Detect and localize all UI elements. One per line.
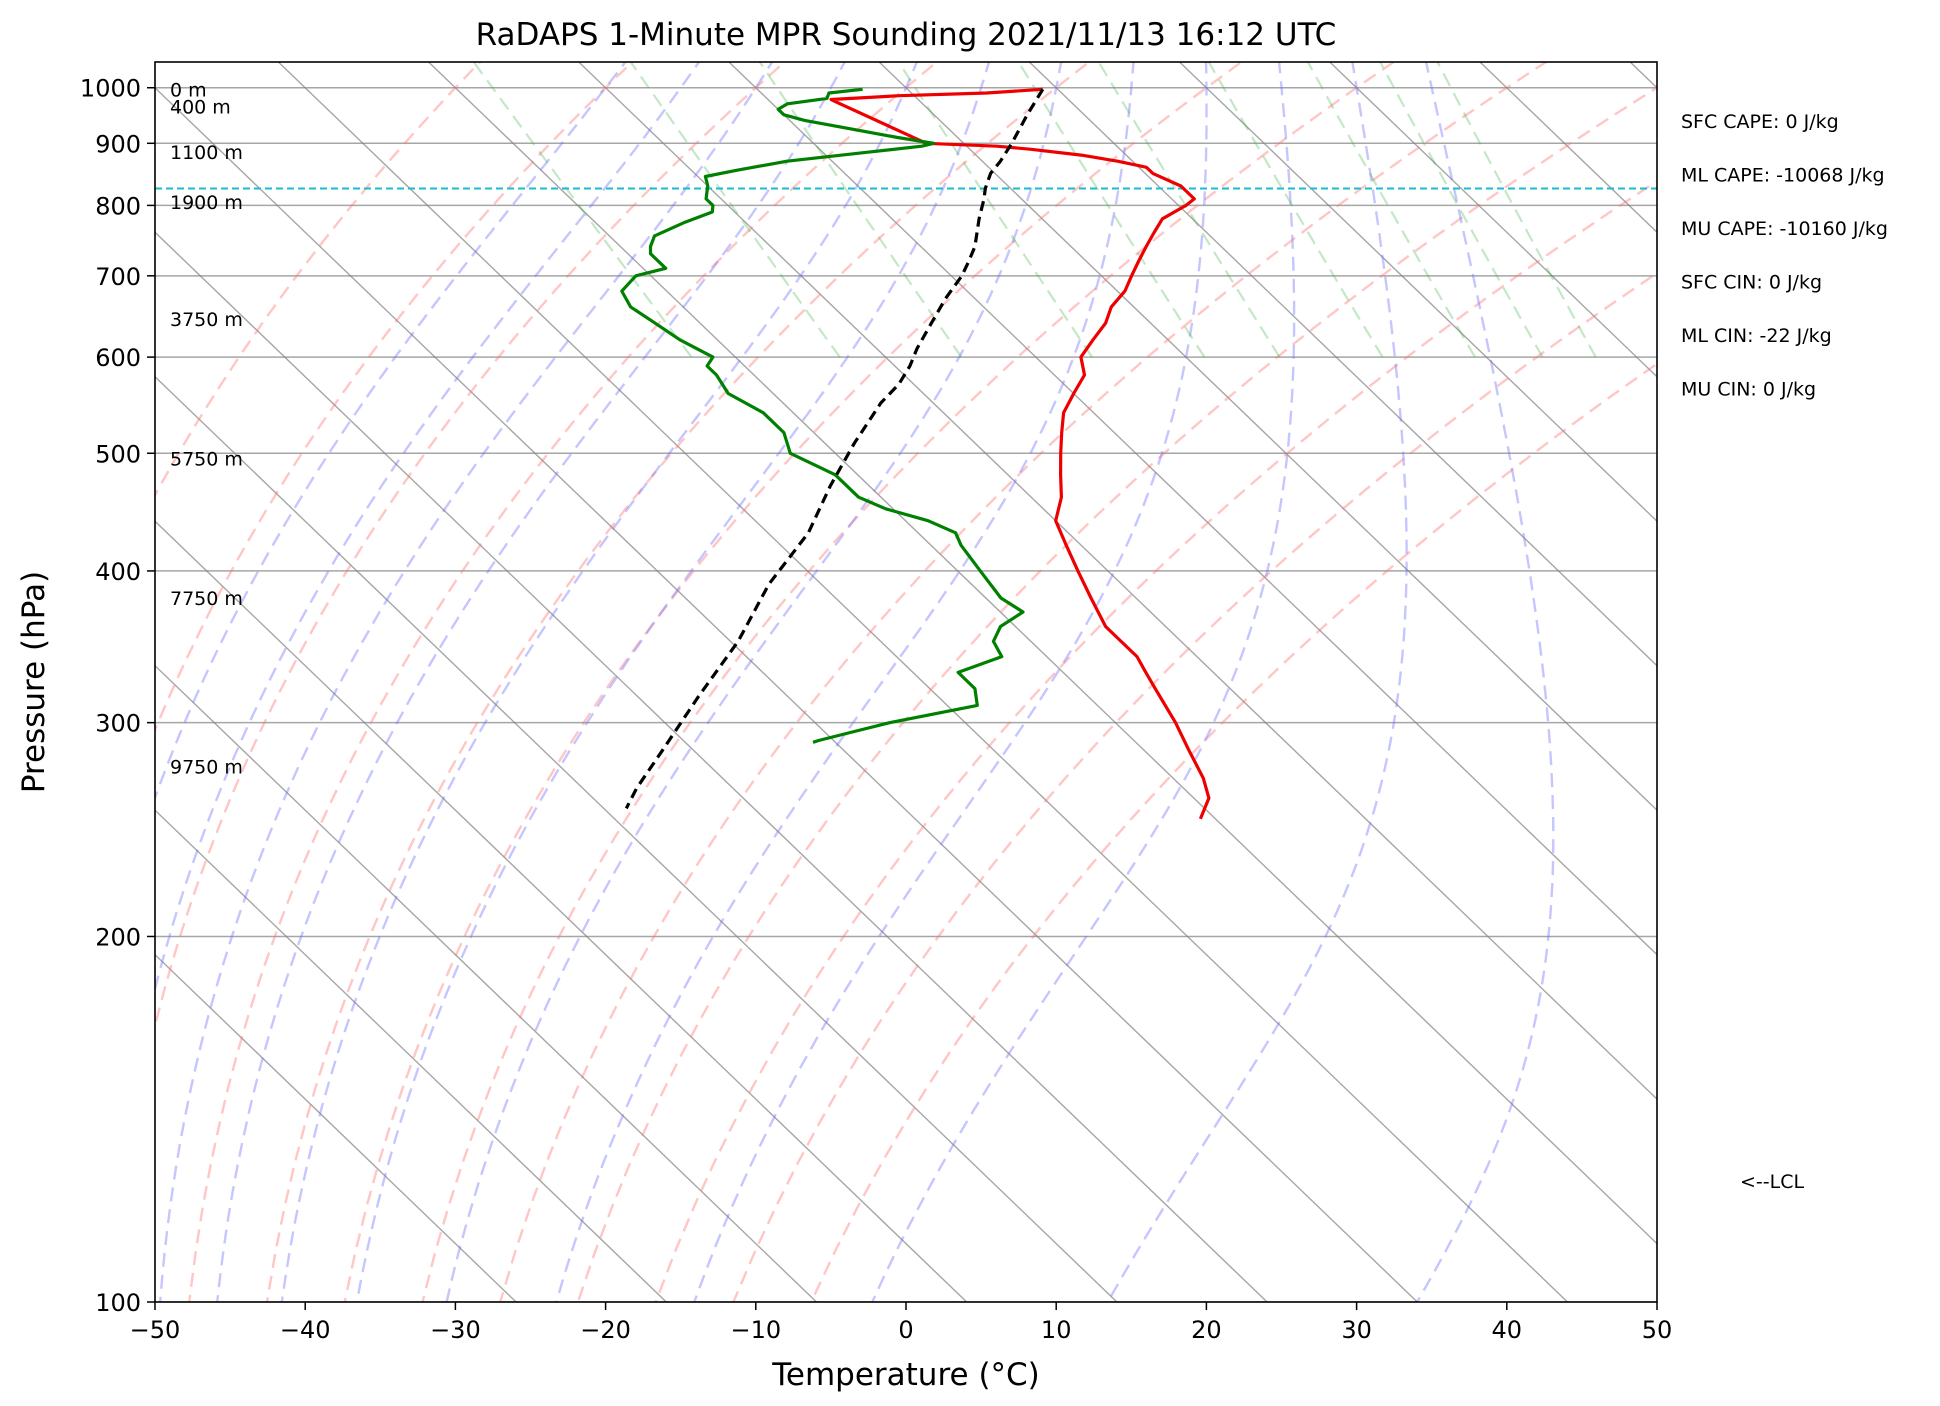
temperature-trace: [829, 87, 1211, 820]
height-label: 9750 m: [170, 757, 243, 779]
x-tick-label: −50: [130, 1316, 181, 1344]
parameter-annotation: ML CAPE: -10068 J/kg: [1681, 165, 1885, 187]
y-tick-label: 200: [95, 923, 141, 951]
dewpoint-trace: [620, 87, 1025, 744]
height-label: 5750 m: [170, 449, 243, 471]
isotherm: [155, 809, 668, 1302]
y-tick-label: 1000: [80, 75, 141, 103]
y-tick-label: 100: [95, 1289, 141, 1317]
x-tick-label: −20: [580, 1316, 631, 1344]
dry-adiabat: [809, 362, 1657, 1302]
plot-area: [155, 62, 1657, 1302]
isotherm: [155, 86, 1419, 1302]
height-label: 400 m: [170, 97, 231, 119]
parameter-annotation: MU CAPE: -10160 J/kg: [1681, 218, 1888, 240]
x-tick-label: 40: [1492, 1316, 1523, 1344]
moist-adiabat: [555, 62, 1135, 1302]
y-tick-label: 800: [95, 192, 141, 220]
dry-adiabat: [732, 271, 1657, 1302]
moist-adiabat: [158, 62, 774, 1302]
dry-adiabat: [155, 62, 787, 1031]
axis-ticks: −50 −40 −30 −20 −10 0 10 20 30 40 50 100 200 300 400 50…: [80, 75, 1672, 1344]
height-label: 1100 m: [170, 142, 243, 164]
y-axis-label: Pressure (hPa): [16, 571, 52, 793]
dry-adiabat: [343, 62, 1244, 1302]
mixing-ratio-line: [758, 62, 963, 358]
dry-adiabat: [265, 62, 1092, 1302]
x-tick-label: −40: [280, 1316, 331, 1344]
y-tick-label: 400: [95, 558, 141, 586]
isotherm: [277, 62, 1569, 1302]
isotherm: [1328, 62, 1657, 378]
isotherm: [155, 375, 1118, 1302]
moist-adiabat: [155, 62, 701, 994]
y-tick-label: 500: [95, 440, 141, 468]
chart-title: RaDAPS 1-Minute MPR Sounding 2021/11/13 …: [476, 17, 1337, 53]
height-label: 7750 m: [170, 588, 243, 610]
parameter-annotations: SFC CAPE: 0 J/kg ML CAPE: -10068 J/kg MU C…: [1681, 111, 1888, 401]
x-tick-label: 0: [898, 1316, 913, 1344]
mixing-ratio-line: [897, 62, 1093, 358]
isotherm: [427, 62, 1657, 1245]
mixing-ratio-line: [1436, 62, 1597, 358]
isotherm: [1178, 62, 1657, 523]
dry-adiabat: [421, 62, 1396, 1302]
sounding-traces: [620, 87, 1211, 820]
dry-adiabat: [498, 62, 1549, 1302]
parameter-annotation: MU CIN: 0 J/kg: [1681, 379, 1816, 401]
dry-adiabat: [576, 86, 1657, 1302]
moist-adiabat: [355, 62, 991, 1302]
parameter-annotation: SFC CIN: 0 J/kg: [1681, 272, 1822, 294]
height-label: 0 m: [170, 79, 207, 101]
y-tick-label: 900: [95, 130, 141, 158]
y-tick-label: 600: [95, 344, 141, 372]
parameter-annotation: ML CIN: -22 J/kg: [1681, 325, 1832, 347]
x-tick-label: 10: [1041, 1316, 1072, 1344]
height-label: 1900 m: [170, 192, 243, 214]
parameter-annotation: SFC CAPE: 0 J/kg: [1681, 111, 1839, 133]
mixing-ratio-line: [472, 62, 693, 358]
isotherm: [727, 62, 1657, 956]
dry-adiabat: [187, 62, 939, 1302]
moist-adiabat: [155, 62, 627, 802]
parcel-path: [624, 88, 1045, 810]
isotherm: [577, 62, 1657, 1101]
mixing-ratio-line: [1306, 62, 1476, 358]
moist-adiabat: [1106, 62, 1408, 1302]
dry-adiabat: [155, 62, 482, 498]
moist-adiabat: [870, 62, 1296, 1302]
y-tick-label: 300: [95, 710, 141, 738]
x-tick-label: 30: [1341, 1316, 1372, 1344]
isotherm: [878, 62, 1657, 812]
isotherm: [155, 953, 518, 1302]
moist-adiabat: [215, 62, 846, 1302]
isotherm: [155, 231, 1269, 1302]
x-tick-label: 50: [1642, 1316, 1673, 1344]
moist-adiabat: [1415, 62, 1555, 1302]
isotherm: [1028, 62, 1657, 667]
y-tick-label: 700: [95, 263, 141, 291]
x-tick-label: −30: [430, 1316, 481, 1344]
isotherm: [155, 664, 818, 1302]
lcl-label: <--LCL: [1740, 1171, 1804, 1193]
isotherm: [155, 520, 968, 1302]
x-tick-label: 20: [1191, 1316, 1222, 1344]
x-axis-label: Temperature (°C): [771, 1357, 1040, 1393]
x-tick-label: −10: [730, 1316, 781, 1344]
mixing-ratio-line: [1379, 62, 1544, 358]
moist-adiabat: [445, 62, 1063, 1302]
height-label: 3750 m: [170, 309, 243, 331]
mixing-ratio-line: [629, 62, 841, 358]
mixing-ratio-line: [1207, 62, 1384, 358]
